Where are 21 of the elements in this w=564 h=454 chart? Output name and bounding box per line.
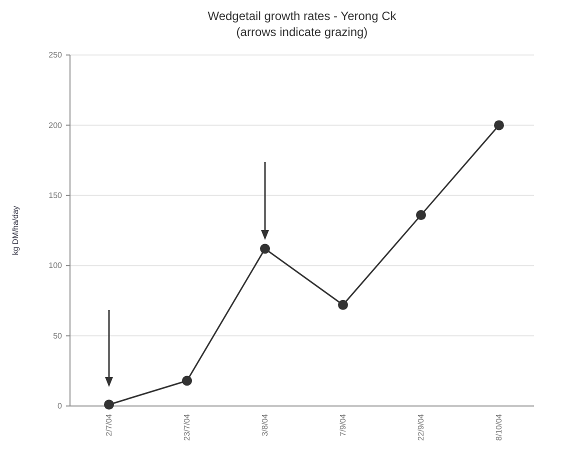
point: [182, 376, 192, 386]
y-tick-label: 250: [48, 50, 63, 60]
y-tick-label: 100: [48, 261, 63, 270]
chart-title: Wedgetail growth rates - Yerong Ck: [208, 9, 398, 23]
point: [416, 210, 426, 220]
point: [104, 400, 114, 410]
point: [260, 244, 270, 254]
y-axis-title: kg DM/ha/day: [11, 206, 20, 256]
point: [494, 120, 504, 130]
x-tick-label: 8/10/04: [494, 413, 504, 441]
x-tick-label: 7/9/04: [338, 413, 348, 436]
chart-subtitle: (arrows indicate grazing): [236, 25, 368, 39]
y-tick-label: 150: [48, 190, 63, 200]
x-tick-label: 22/9/04: [416, 413, 426, 441]
x-tick-label: 3/8/04: [260, 413, 270, 436]
y-tick-label: 50: [53, 331, 63, 340]
x-tick-label: 2/7/04: [104, 413, 114, 436]
x-tick-label: 23/7/04: [182, 413, 192, 441]
point: [338, 300, 348, 310]
y-tick-label: 200: [48, 120, 63, 130]
y-tick-label: 0: [58, 402, 63, 411]
